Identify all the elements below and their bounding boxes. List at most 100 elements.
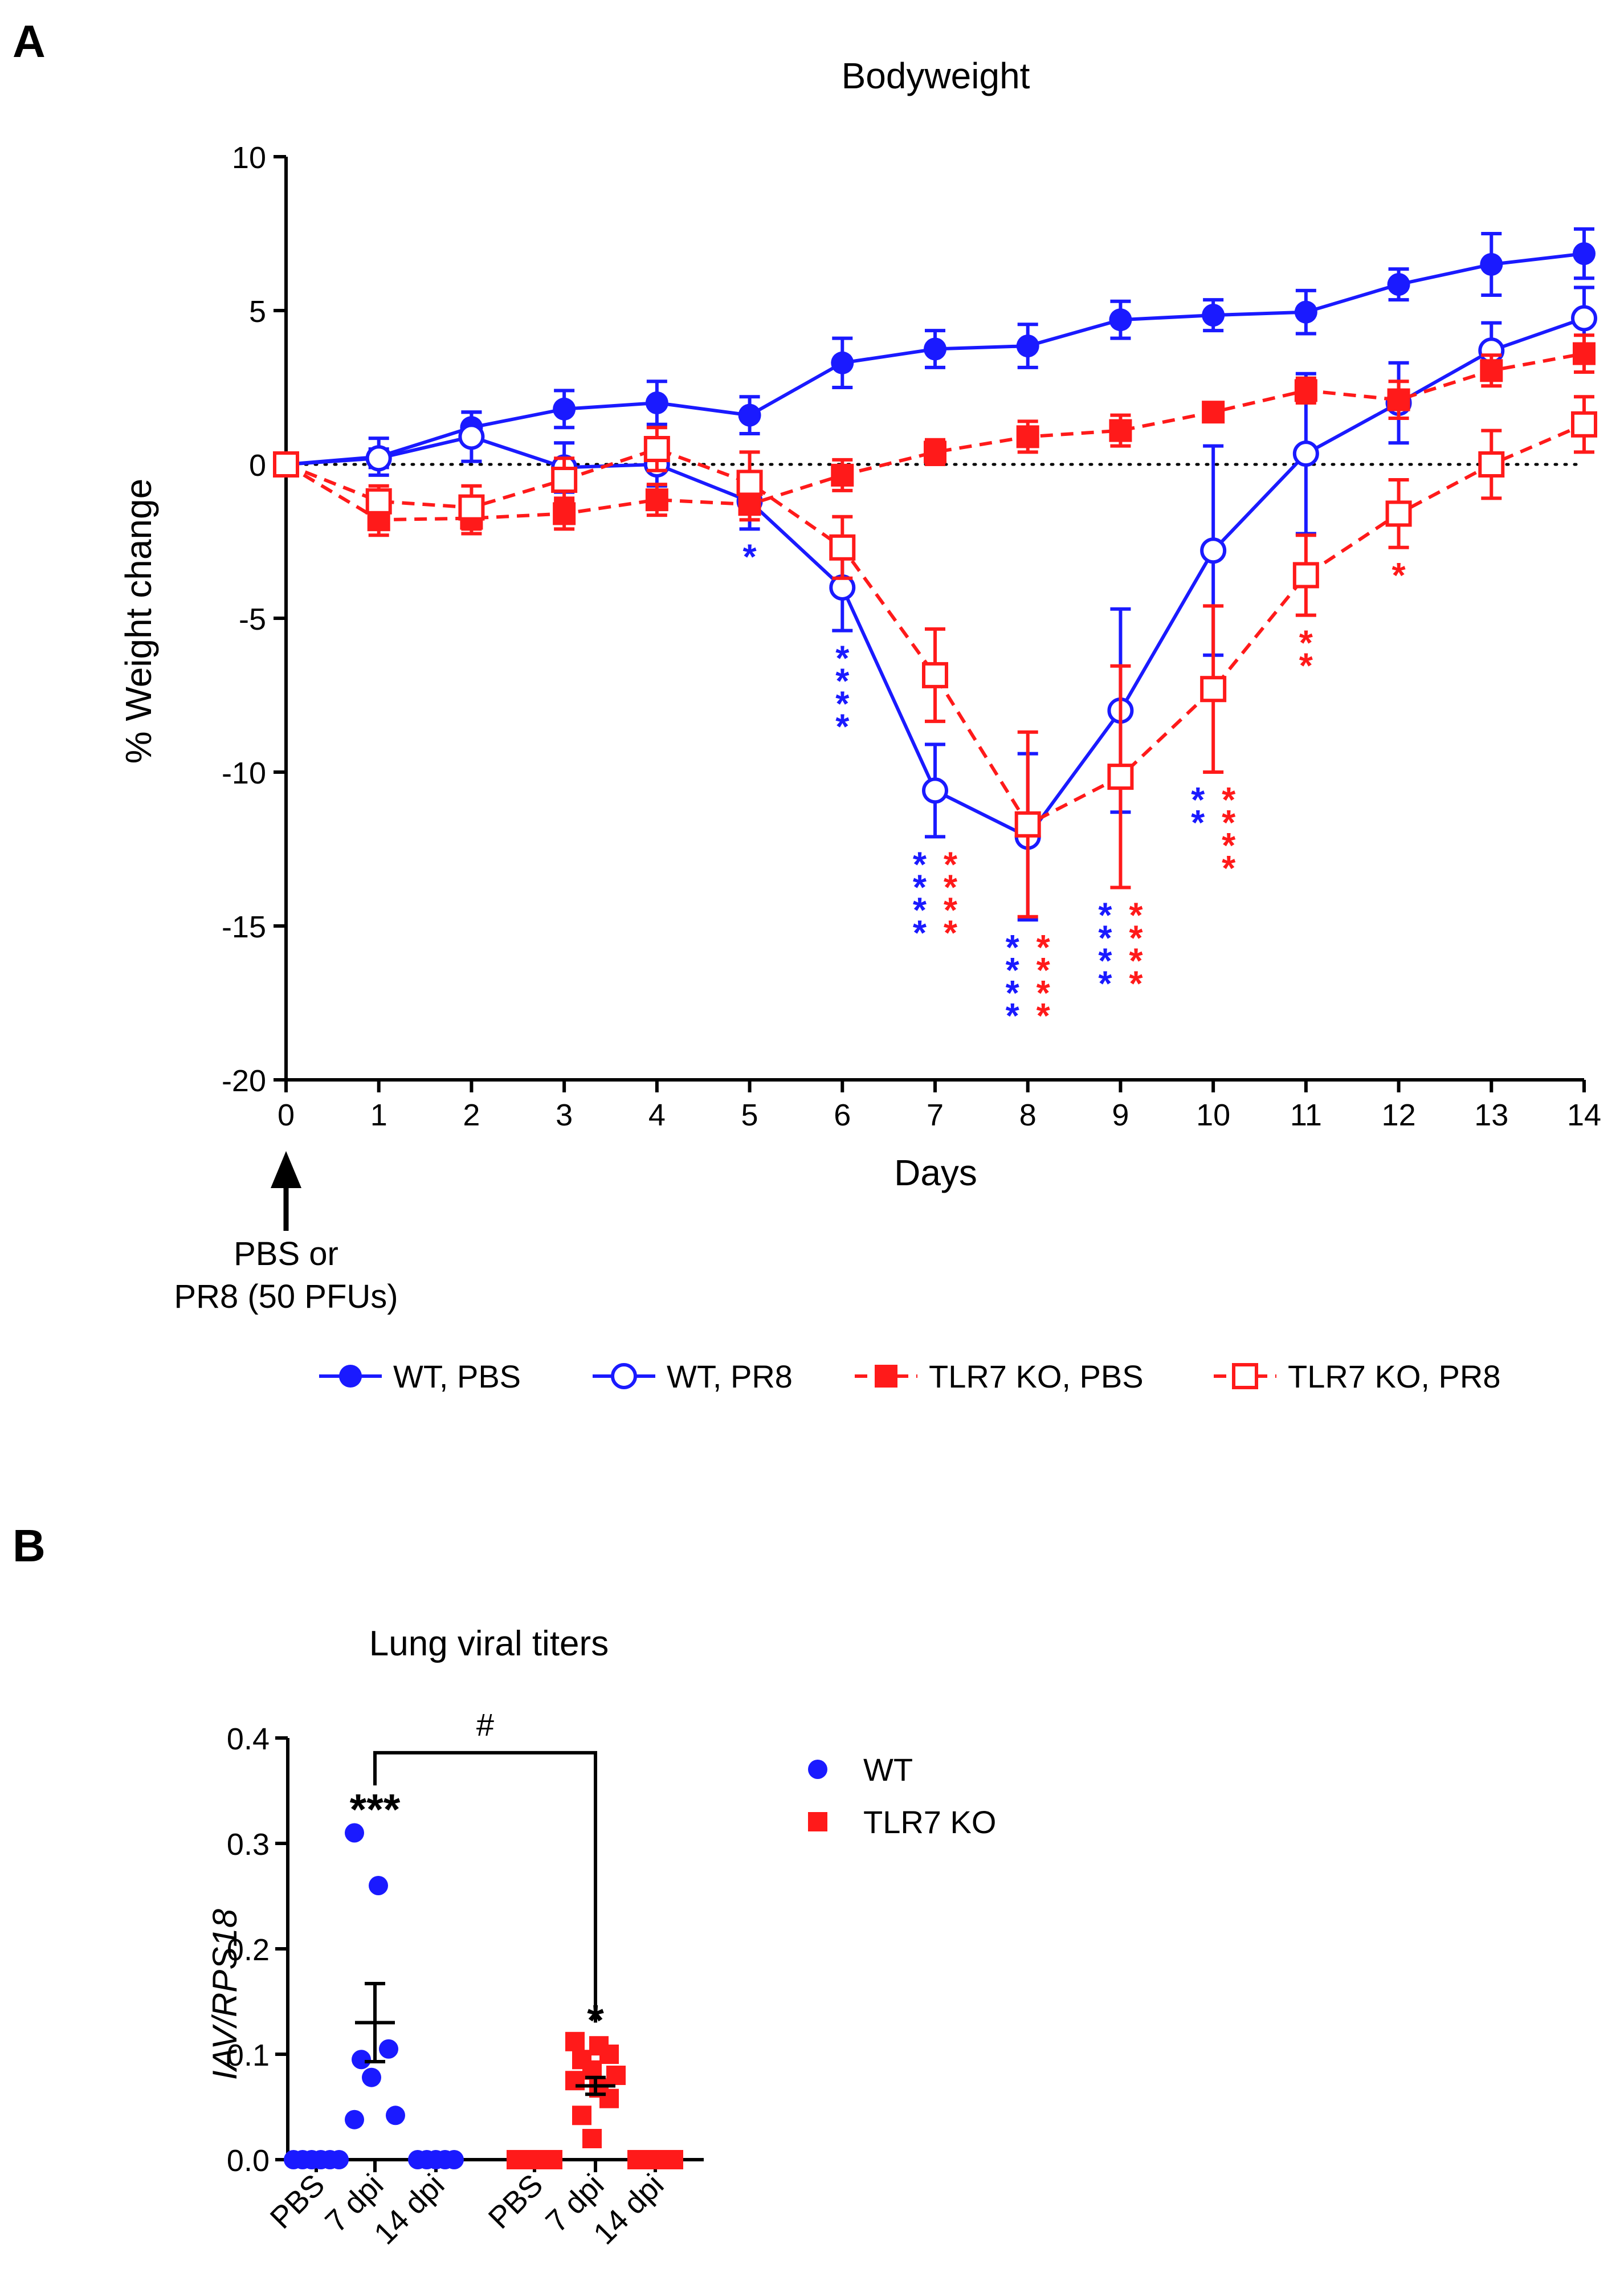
- chart-a-x-tick-label: 0: [278, 1098, 295, 1132]
- chart-b-point: [599, 2045, 619, 2064]
- chart-b-point: [543, 2150, 562, 2169]
- chart-b-point: [565, 2031, 585, 2051]
- chart-a-significance: * * * *: [835, 639, 850, 747]
- chart-a-x-tick-label: 3: [556, 1098, 573, 1132]
- chart-b-x-tick-label: PBS: [264, 2168, 332, 2235]
- legend-a-marker: [1232, 1363, 1258, 1389]
- chart-a-point: [1387, 388, 1410, 411]
- chart-a-point: [553, 397, 576, 421]
- chart-b-point: [582, 2129, 602, 2148]
- chart-b-point: [369, 1876, 388, 1895]
- chart-a-x-tick-label: 4: [648, 1098, 666, 1132]
- chart-a-point: [1014, 811, 1041, 838]
- chart-b-x-tick-label: 14 dpi: [368, 2168, 451, 2251]
- chart-a-significance: *: [743, 537, 757, 577]
- chart-a-series-line: [285, 352, 1585, 522]
- chart-a-point: [738, 403, 761, 427]
- chart-a-point: [1202, 304, 1225, 327]
- chart-a-point: [1294, 300, 1317, 324]
- chart-a-point: [458, 494, 485, 521]
- chart-b-point: [606, 2066, 626, 2085]
- chart-b-y-tick-label: 0.0: [227, 2144, 270, 2178]
- chart-a-point: [1107, 764, 1134, 790]
- chart-a-point: [1480, 253, 1503, 276]
- chart-a-x-tick-label: 2: [463, 1098, 480, 1132]
- chart-a-y-tick-label: 0: [249, 448, 266, 483]
- chart-a-y-tick-label: -15: [222, 910, 266, 944]
- chart-a-point: [736, 470, 763, 496]
- chart-a-significance: * * * *: [1037, 928, 1051, 1036]
- chart-b-point: [345, 1823, 364, 1843]
- chart-b-group-1: [345, 1823, 405, 2129]
- chart-a-significance: * * * *: [1222, 781, 1236, 888]
- chart-a-xlabel: Days: [894, 1152, 977, 1193]
- chart-b-title: Lung viral titers: [369, 1624, 609, 1663]
- treatment-arrow: [271, 1151, 301, 1231]
- chart-a-point: [924, 337, 946, 361]
- chart-b-point: [444, 2150, 464, 2169]
- chart-a-x-tick-label: 5: [741, 1098, 758, 1132]
- chart-a-legend: WT, PBS WT, PR8 TLR7 KO, PBS TLR7 KO, PR8: [319, 1358, 1500, 1394]
- arrow-label-line-1: PBS or: [234, 1235, 338, 1272]
- chart-a-point: [1292, 562, 1319, 589]
- chart-a-point: [1571, 305, 1597, 332]
- chart-a-point: [1200, 676, 1227, 703]
- chart-a-point: [551, 467, 578, 493]
- chart-a-point: [553, 502, 576, 525]
- chart-a-significance: * * * *: [1006, 928, 1020, 1036]
- chart-a-point: [1016, 425, 1039, 448]
- legend-a-marker: [875, 1365, 897, 1388]
- chart-b-significance: ***: [350, 1786, 401, 1834]
- chart-a-x-tick-label: 11: [1290, 1098, 1322, 1132]
- chart-a-point: [643, 436, 670, 462]
- chart-a-point: [645, 391, 668, 414]
- chart-a-point: [458, 423, 485, 450]
- chart-a-point: [365, 488, 392, 515]
- legend-b-label: TLR7 KO: [863, 1804, 996, 1840]
- chart-b-bracket: [373, 1751, 597, 2023]
- panel-label-a: A: [13, 16, 46, 67]
- chart-b-point: [664, 2150, 683, 2169]
- chart-a-ylabel: % Weight change: [118, 479, 159, 764]
- chart-a-significance: * * * *: [1129, 896, 1143, 1004]
- chart-a-significance: * * * *: [944, 845, 958, 953]
- legend-a-label: TLR7 KO, PBS: [929, 1358, 1144, 1394]
- chart-a-point: [922, 777, 948, 804]
- chart-a-point: [1109, 419, 1132, 442]
- chart-b-group-4: [565, 2031, 626, 2148]
- chart-b-point: [352, 2050, 371, 2070]
- chart-a-point: [1480, 359, 1503, 382]
- chart-a-point: [1109, 308, 1132, 332]
- chart-a-significance: * * * *: [1098, 896, 1112, 1004]
- chart-a-point: [1573, 242, 1596, 266]
- chart-b-ylabel: IAV/RPS18: [206, 1908, 244, 2080]
- chart-a-x-tick-label: 7: [927, 1098, 944, 1132]
- chart-a-point: [1202, 401, 1225, 424]
- chart-a-point: [829, 534, 856, 561]
- chart-a-x-tick-label: 10: [1196, 1098, 1230, 1132]
- legend-a-marker: [611, 1363, 637, 1389]
- chart-a-x-tick-label: 8: [1019, 1098, 1037, 1132]
- chart-a-y-tick-label: 10: [232, 141, 266, 175]
- chart-b-point: [572, 2106, 591, 2125]
- chart-a-x-tick-label: 12: [1382, 1098, 1416, 1132]
- chart-a-point: [1294, 379, 1317, 402]
- chart-b-point: [329, 2150, 349, 2169]
- chart-a-point: [645, 488, 668, 512]
- chart-a-x-tick-label: 1: [370, 1098, 387, 1132]
- chart-a-x-tick-label: 9: [1112, 1098, 1129, 1132]
- chart-a-series-2: [275, 333, 1596, 537]
- chart-a-significance: * *: [1191, 781, 1205, 843]
- chart-b-group-2: [408, 2150, 464, 2169]
- chart-a-point: [924, 440, 946, 464]
- chart-a-significance: *: [1392, 556, 1406, 595]
- legend-b-marker: [808, 1812, 827, 1831]
- chart-b-group-3: [507, 2150, 562, 2169]
- arrow-label-line-2: PR8 (50 PFUs): [174, 1278, 398, 1315]
- chart-a-title: Bodyweight: [842, 55, 1030, 96]
- chart-b-point: [345, 2110, 364, 2129]
- chart-a-significance: * *: [1299, 624, 1313, 686]
